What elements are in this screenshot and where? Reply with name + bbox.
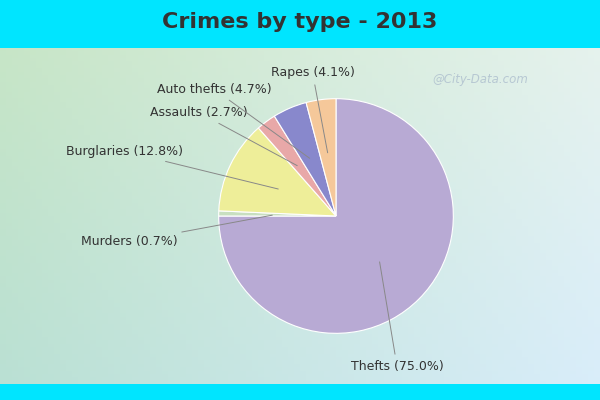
Text: Burglaries (12.8%): Burglaries (12.8%)	[67, 145, 278, 189]
Text: Murders (0.7%): Murders (0.7%)	[81, 215, 272, 248]
Wedge shape	[306, 99, 336, 216]
Wedge shape	[218, 211, 336, 216]
Text: @City-Data.com: @City-Data.com	[432, 74, 528, 86]
Wedge shape	[218, 99, 454, 333]
Text: Thefts (75.0%): Thefts (75.0%)	[350, 262, 443, 373]
Wedge shape	[259, 116, 336, 216]
Text: Crimes by type - 2013: Crimes by type - 2013	[163, 12, 437, 32]
Text: Assaults (2.7%): Assaults (2.7%)	[151, 106, 297, 166]
Text: Rapes (4.1%): Rapes (4.1%)	[271, 66, 355, 153]
Wedge shape	[219, 128, 336, 216]
Wedge shape	[274, 102, 336, 216]
Text: Auto thefts (4.7%): Auto thefts (4.7%)	[157, 83, 310, 158]
